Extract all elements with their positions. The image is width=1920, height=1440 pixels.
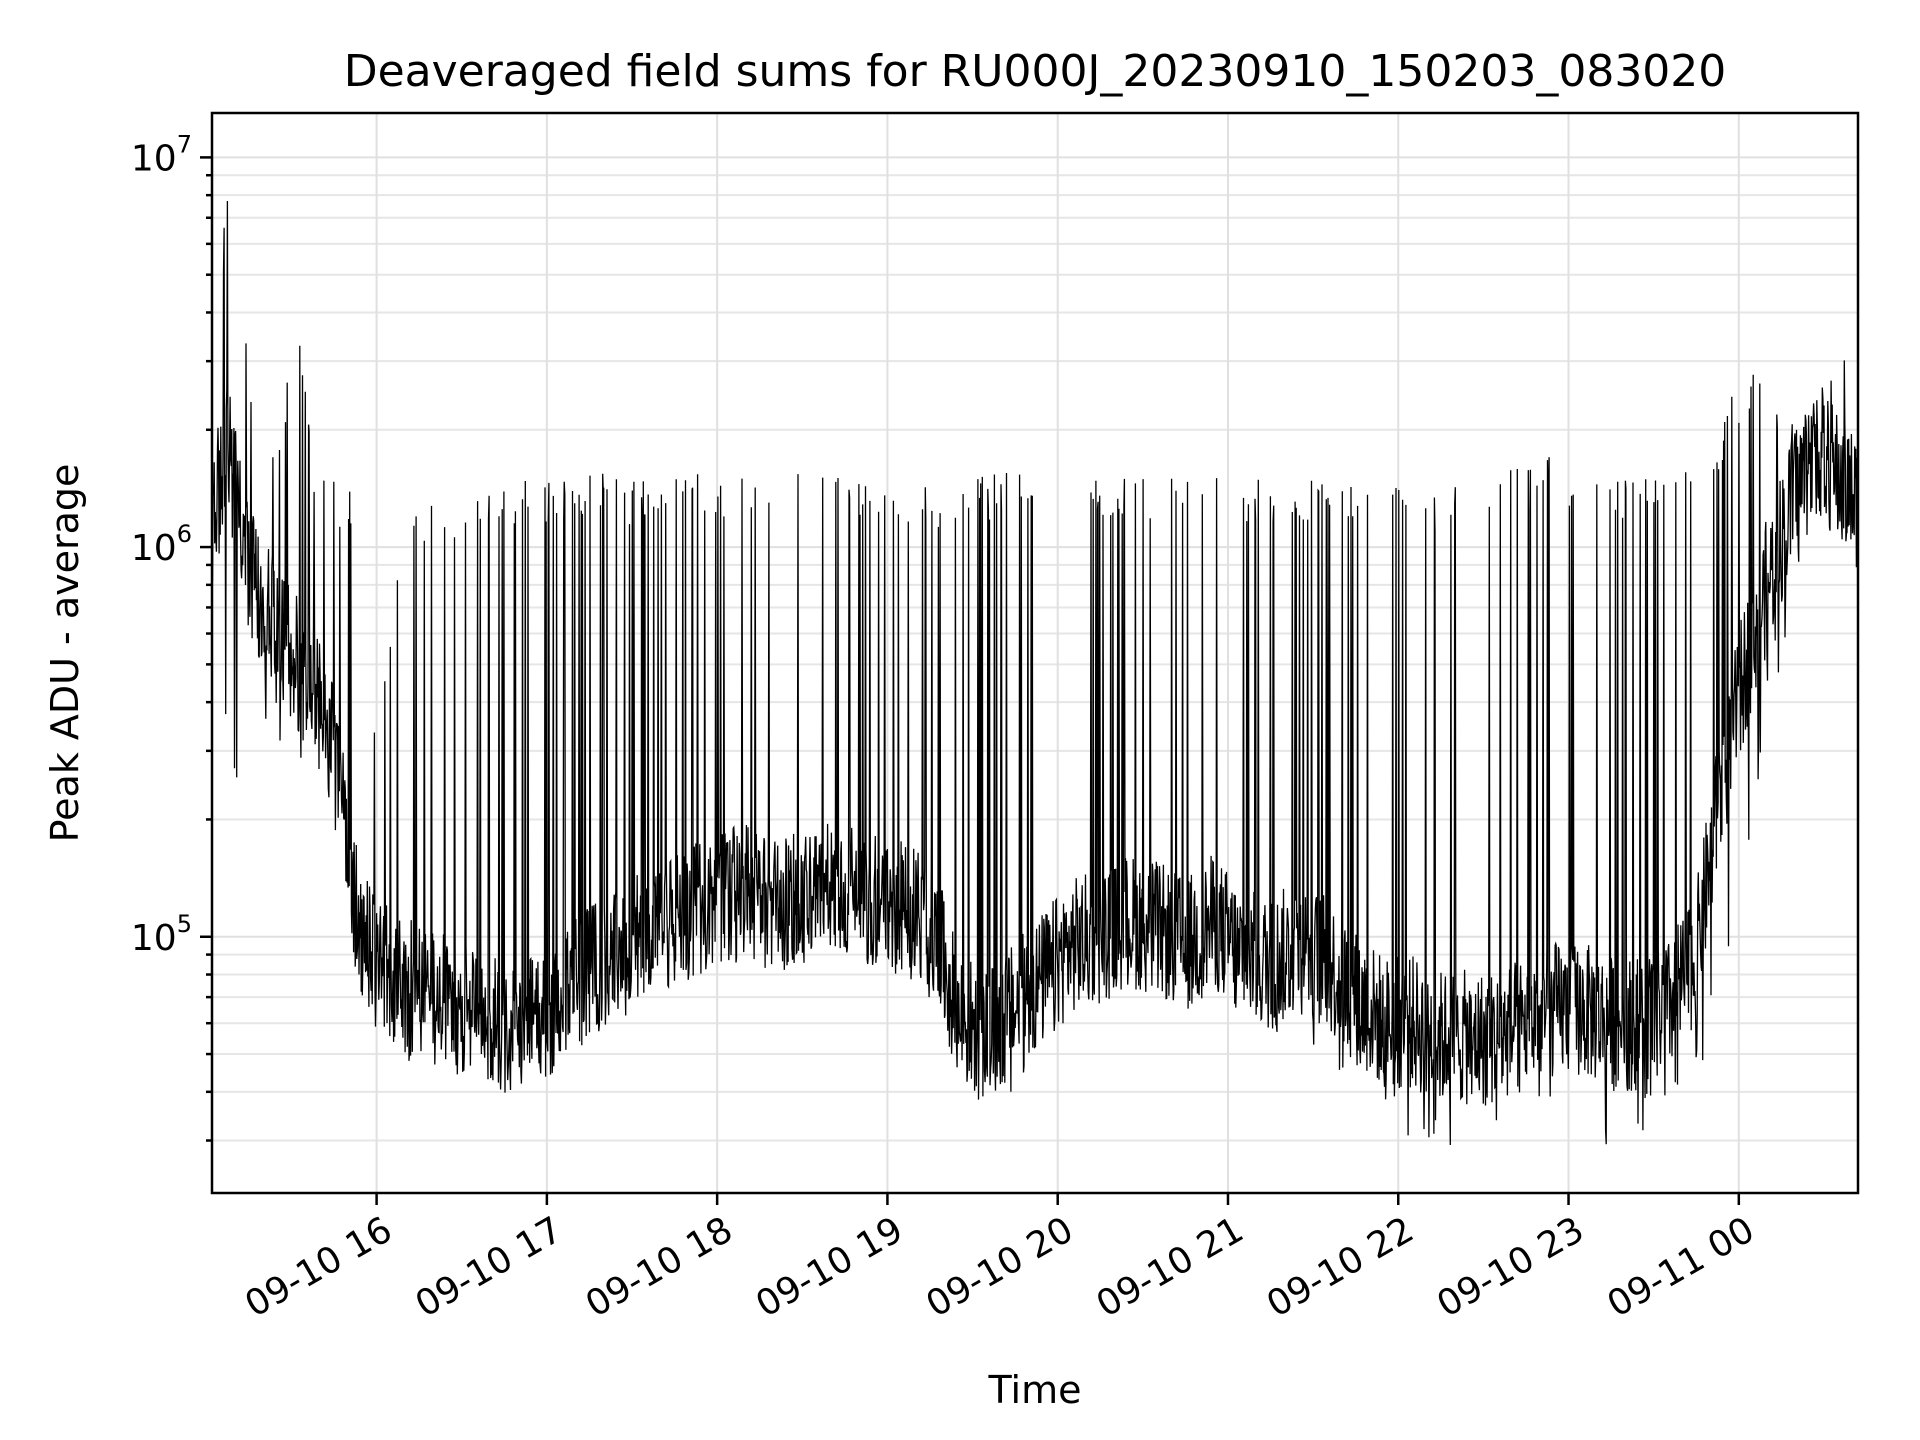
x-tick-label: 09-10 17	[409, 1209, 570, 1325]
x-tick-label: 09-10 23	[1430, 1209, 1591, 1325]
x-axis: 09-10 16 09-10 17 09-10 18 09-10 19 09-10 20…	[238, 1193, 1761, 1326]
plot-area	[211, 200, 1859, 1146]
y-tick-label: 107	[131, 130, 192, 179]
x-tick-label: 09-10 16	[238, 1209, 399, 1325]
series-line	[211, 200, 1859, 1146]
x-tick-label: 09-10 22	[1260, 1209, 1421, 1325]
plot-frame	[210, 111, 1860, 1195]
grid	[212, 113, 1858, 1193]
y-axis: 105 106 107	[131, 130, 212, 1142]
x-axis-label: Time	[988, 1368, 1082, 1412]
x-tick-label: 09-10 18	[579, 1209, 740, 1325]
y-axis-label: Peak ADU - average	[43, 464, 87, 843]
chart-title: Deaveraged field sums for RU000J_2023091…	[344, 46, 1727, 97]
y-tick-label: 106	[131, 520, 192, 569]
x-tick-label: 09-10 20	[920, 1209, 1081, 1325]
y-tick-label: 105	[131, 910, 192, 959]
x-tick-label: 09-11 00	[1601, 1209, 1762, 1325]
x-tick-label: 09-10 21	[1090, 1209, 1251, 1325]
x-tick-label: 09-10 19	[749, 1209, 910, 1325]
